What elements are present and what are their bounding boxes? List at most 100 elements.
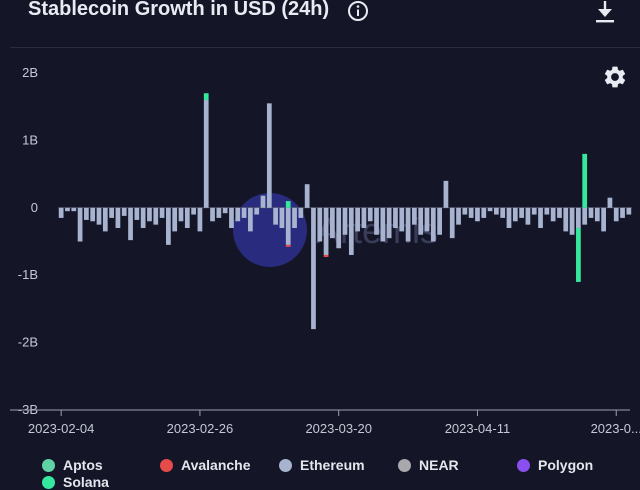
bar-ethereum-2023-02-16 <box>134 207 140 220</box>
bar-ethereum-2023-04-03 <box>424 207 430 232</box>
bar-ethereum-2023-03-27 <box>380 207 386 242</box>
bar-ethereum-2023-04-27 <box>576 207 581 229</box>
info-circle-icon[interactable] <box>347 0 369 22</box>
bar-ethereum-2023-04-05 <box>437 207 442 235</box>
y-tick-label: 1B <box>22 132 38 147</box>
bar-ethereum-2023-04-18 <box>519 207 524 218</box>
bar-ethereum-2023-02-04 <box>58 207 64 218</box>
bar-ethereum-2023-03-18 <box>323 207 329 255</box>
bar-ethereum-2023-03-29 <box>393 207 398 229</box>
bar-ethereum-2023-05-03 <box>613 207 619 222</box>
bar-ethereum-2023-04-08 <box>456 207 461 225</box>
bar-ethereum-2023-03-03 <box>229 207 234 229</box>
legend-swatch <box>42 458 55 472</box>
bar-ethereum-2023-02-13 <box>115 207 121 229</box>
legend-item-avalanche[interactable]: Avalanche <box>160 457 251 473</box>
x-tick-label: 2023-02-04 <box>28 421 95 436</box>
bar-ethereum-2023-02-05 <box>65 207 70 212</box>
bar-ethereum-2023-02-11 <box>102 207 108 232</box>
bar-ethereum-2023-04-29 <box>588 207 594 218</box>
legend-label: Solana <box>63 474 109 490</box>
bar-ethereum-2023-03-24 <box>361 207 367 229</box>
legend-label: NEAR <box>419 457 459 473</box>
bar-ethereum-2023-04-28 <box>582 207 588 225</box>
bar-ethereum-2023-03-15 <box>304 184 310 208</box>
y-tick-label: 2B <box>22 65 38 80</box>
bar-ethereum-2023-04-13 <box>487 207 493 212</box>
bar-ethereum-2023-03-23 <box>355 207 360 232</box>
x-tick-label: 2023-04-11 <box>445 421 511 436</box>
bar-ethereum-2023-04-06 <box>443 180 449 208</box>
bar-ethereum-2023-02-22 <box>172 207 178 232</box>
bar-ethereum-2023-04-30 <box>594 207 600 222</box>
bar-solana-2023-04-27 <box>576 228 581 282</box>
bar-ethereum-2023-04-09 <box>462 207 468 215</box>
legend-item-ethereum[interactable]: Ethereum <box>279 457 365 473</box>
bar-ethereum-2023-04-20 <box>531 207 537 215</box>
bar-ethereum-2023-04-11 <box>475 207 480 222</box>
bar-ethereum-2023-02-12 <box>109 207 114 218</box>
bar-ethereum-2023-02-06 <box>71 207 77 212</box>
legend-label: Ethereum <box>300 457 365 473</box>
legend-label: Polygon <box>538 457 594 473</box>
bar-avalanche-2023-03-12 <box>285 244 291 247</box>
bars-layer <box>58 93 632 330</box>
bar-ethereum-2023-02-17 <box>140 207 146 229</box>
bar-ethereum-2023-02-10 <box>96 207 102 225</box>
legend-label: Avalanche <box>181 457 251 473</box>
gear-icon[interactable] <box>602 64 628 90</box>
bar-ethereum-2023-04-21 <box>538 207 543 229</box>
bar-ethereum-2023-02-07 <box>77 207 83 242</box>
bar-ethereum-2023-02-25 <box>191 207 196 215</box>
x-tick-label: 2023-03-20 <box>305 421 372 436</box>
bar-ethereum-2023-04-01 <box>412 207 417 225</box>
bar-ethereum-2023-04-15 <box>500 207 506 218</box>
bar-ethereum-2023-03-06 <box>248 207 253 232</box>
legend-item-near[interactable]: NEAR <box>398 457 459 473</box>
x-axis: 2023-02-04 2023-02-26 2023-03-20 2023-04-11… <box>10 409 640 436</box>
chart-title: Stablecoin Growth in USD (24h) <box>28 0 330 20</box>
bar-ethereum-2023-03-04 <box>235 207 241 222</box>
bar-ethereum-2023-03-31 <box>405 207 411 242</box>
bar-ethereum-2023-02-24 <box>184 207 190 229</box>
bar-ethereum-2023-02-14 <box>121 207 127 216</box>
legend-item-solana[interactable]: Solana <box>42 474 109 490</box>
bar-ethereum-2023-03-13 <box>292 207 297 229</box>
legend-swatch <box>517 458 530 472</box>
bar-ethereum-2023-03-20 <box>336 207 342 249</box>
bar-ethereum-2023-02-18 <box>147 207 152 222</box>
header-divider <box>10 47 640 48</box>
bar-ethereum-2023-02-20 <box>159 207 165 218</box>
bar-ethereum-2023-04-26 <box>569 207 575 235</box>
bar-ethereum-2023-04-17 <box>512 207 518 222</box>
bar-ethereum-2023-03-08 <box>260 195 266 208</box>
bar-ethereum-2023-03-10 <box>273 207 278 225</box>
legend-swatch <box>42 475 55 489</box>
bar-ethereum-2023-04-16 <box>506 207 512 229</box>
bar-ethereum-2023-02-21 <box>166 207 171 245</box>
bar-ethereum-2023-03-09 <box>266 103 272 208</box>
legend-swatch <box>398 458 411 472</box>
legend-item-polygon[interactable]: Polygon <box>517 457 593 473</box>
legend: Aptos Avalanche Ethereum NEAR Polygon So… <box>0 450 640 490</box>
bar-ethereum-2023-05-02 <box>607 197 613 208</box>
bar-ethereum-2023-03-16 <box>311 207 316 330</box>
bar-ethereum-2023-02-26 <box>197 207 203 232</box>
bar-ethereum-2023-05-04 <box>620 207 625 218</box>
bar-ethereum-2023-03-28 <box>386 207 392 239</box>
bar-avalanche-2023-03-18 <box>323 254 329 258</box>
bar-ethereum-2023-04-07 <box>449 207 455 239</box>
x-tick-label: 2023-02-26 <box>167 421 234 436</box>
bar-ethereum-2023-03-01 <box>216 207 222 218</box>
bar-ethereum-2023-04-22 <box>544 207 550 215</box>
bar-ethereum-2023-03-30 <box>399 207 405 232</box>
bar-ethereum-2023-03-26 <box>374 207 379 235</box>
bar-ethereum-2023-04-04 <box>430 207 436 242</box>
bar-ethereum-2023-03-12 <box>285 207 291 245</box>
bar-ethereum-2023-04-12 <box>481 207 487 218</box>
legend-item-aptos[interactable]: Aptos <box>42 457 103 473</box>
bar-ethereum-2023-03-22 <box>348 207 354 255</box>
legend-label: Aptos <box>63 457 103 473</box>
download-icon[interactable] <box>594 0 616 24</box>
y-tick-label: -2B <box>18 335 38 350</box>
